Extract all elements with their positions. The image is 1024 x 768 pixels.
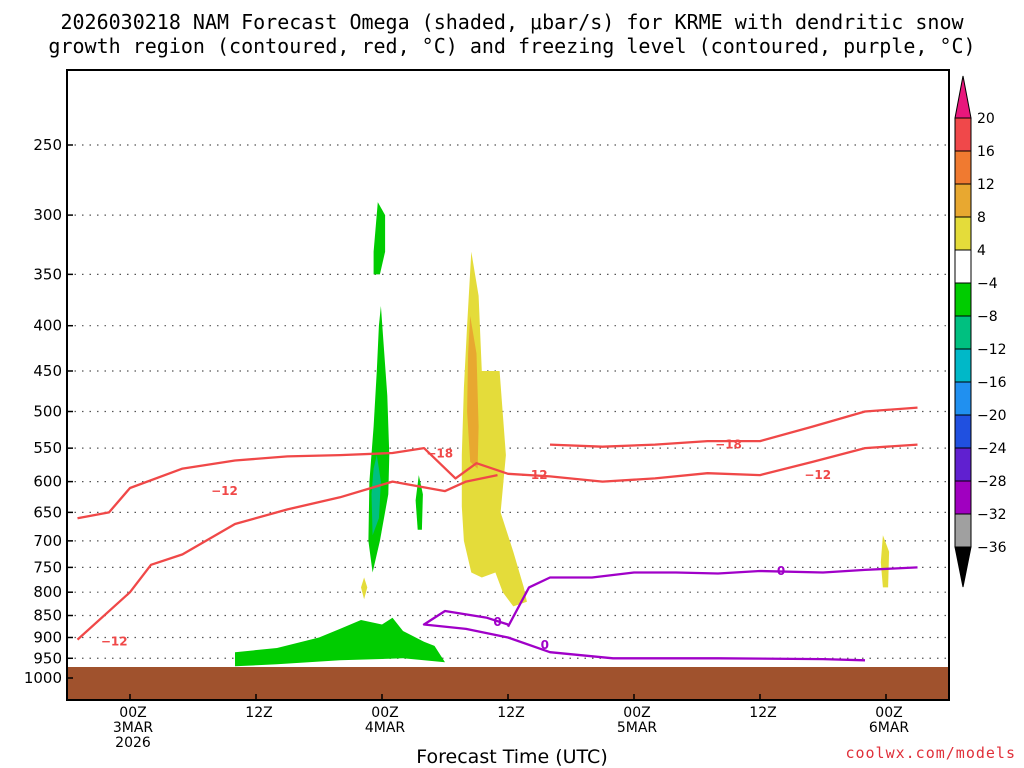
omega-green-small <box>415 475 423 530</box>
y-tick-label-650: 650 <box>33 503 62 521</box>
colorbar-label-6: −8 <box>977 309 998 325</box>
colorbar-swatch-10 <box>954 414 972 449</box>
omega-yellow-column <box>461 251 527 607</box>
colorbar-label-11: −28 <box>977 474 1007 490</box>
y-tick-label-900: 900 <box>33 628 62 646</box>
colorbar-swatch-7 <box>954 315 972 350</box>
x-tick-label-6-0: 00Z <box>875 705 902 721</box>
x-tick-label-6-1: 6MAR <box>869 720 910 736</box>
colorbar-label-5: −4 <box>977 276 998 292</box>
y-tick-label-350: 350 <box>33 265 62 283</box>
y-tick-label-500: 500 <box>33 403 62 421</box>
chart-title-line2: growth region (contoured, red, °C) and f… <box>48 34 976 58</box>
contour-minus12-upper <box>77 443 918 520</box>
colorbar-label-1: 16 <box>977 144 995 160</box>
colorbar-label-3: 8 <box>977 210 986 226</box>
colorbar-swatch-3 <box>954 183 972 218</box>
x-tick-label-4-0: 00Z <box>623 705 650 721</box>
contour-labels: −12 −12 −12 −12 −18 −18 0 0 0 <box>101 438 831 652</box>
omega-yellow-small <box>361 577 368 600</box>
y-tick-label-450: 450 <box>33 362 62 380</box>
colorbar-swatch-1 <box>954 117 972 152</box>
x-tick-label-2-1: 4MAR <box>365 720 406 736</box>
y-tick-label-850: 850 <box>33 607 62 625</box>
y-tick-label-550: 550 <box>33 439 62 457</box>
contour-minus12-lower <box>76 473 498 641</box>
contour-label-8: 0 <box>777 564 785 578</box>
x-tick-label-0-1: 3MAR <box>113 720 154 736</box>
y-tick-label-400: 400 <box>33 317 62 335</box>
omega-yellow-right <box>880 535 890 588</box>
chart-title-line1: 2026030218 NAM Forecast Omega (shaded, μ… <box>60 10 964 34</box>
plot-area <box>67 70 949 700</box>
y-tick-label-250: 250 <box>33 136 62 154</box>
colorbar-label-12: −32 <box>977 507 1007 523</box>
contour-freezing-0-lower <box>422 609 866 662</box>
colorbar-top-arrow <box>954 75 972 119</box>
x-tick-label-2-0: 00Z <box>371 705 398 721</box>
contour-label-0: −12 <box>101 635 128 649</box>
contour-label-7: 0 <box>541 638 549 652</box>
y-tick-label-700: 700 <box>33 532 62 550</box>
contour-minus18 <box>549 406 918 448</box>
contour-label-4: −18 <box>426 447 453 461</box>
y-tick-label-300: 300 <box>33 206 62 224</box>
colorbar: 20 16 12 8 4 −4 −8 −12 −16 −20 −24 −28 −32 −36 <box>954 75 1007 588</box>
colorbar-label-0: 20 <box>977 111 995 127</box>
contour-lines <box>76 406 918 662</box>
colorbar-label-8: −16 <box>977 375 1007 391</box>
colorbar-swatch-11 <box>954 447 972 482</box>
y-tick-label-1000: 1000 <box>24 669 62 687</box>
colorbar-label-9: −20 <box>977 408 1007 424</box>
colorbar-label-4: 4 <box>977 243 986 259</box>
colorbar-label-2: 12 <box>977 177 995 193</box>
y-tick-label-800: 800 <box>33 583 62 601</box>
colorbar-bottom-arrow <box>954 546 972 588</box>
y-tick-label-600: 600 <box>33 473 62 491</box>
colorbar-label-7: −12 <box>977 342 1007 358</box>
y-tick-label-950: 950 <box>33 649 62 667</box>
omega-teal-core <box>371 455 381 536</box>
x-tick-label-1-0: 12Z <box>245 705 272 721</box>
y-axis: 250 300 350 400 450 500 550 600 650 700 750 800 850 9… <box>24 136 73 687</box>
omega-orange-core <box>467 316 479 469</box>
credit-text[interactable]: coolwx.com/models <box>845 744 1016 762</box>
omega-green-lowlevel <box>235 617 445 667</box>
contour-freezing-0 <box>506 566 918 628</box>
colorbar-label-10: −24 <box>977 441 1007 457</box>
x-tick-label-3-0: 12Z <box>497 705 524 721</box>
contour-label-2: −12 <box>521 468 548 482</box>
x-tick-label-4-1: 5MAR <box>617 720 658 736</box>
colorbar-swatch-2 <box>954 150 972 185</box>
x-axis-title: Forecast Time (UTC) <box>416 746 608 768</box>
colorbar-swatch-6 <box>954 282 972 317</box>
colorbar-swatch-13 <box>954 513 972 548</box>
colorbar-swatch-4 <box>954 216 972 251</box>
x-tick-label-0-2: 2026 <box>115 735 151 751</box>
contour-label-6: 0 <box>493 615 501 629</box>
colorbar-swatch-12 <box>954 480 972 515</box>
contour-label-5: −18 <box>715 438 742 452</box>
colorbar-swatch-5 <box>954 249 972 284</box>
x-tick-label-5-0: 12Z <box>749 705 776 721</box>
x-tick-label-0-0: 00Z <box>119 705 146 721</box>
colorbar-label-13: −36 <box>977 540 1007 556</box>
contour-label-1: −12 <box>211 484 238 498</box>
omega-green-upper <box>373 202 386 275</box>
y-tick-label-750: 750 <box>33 558 62 576</box>
colorbar-swatch-8 <box>954 348 972 383</box>
omega-shading <box>235 202 890 667</box>
colorbar-swatch-9 <box>954 381 972 416</box>
contour-label-3: −12 <box>804 468 831 482</box>
